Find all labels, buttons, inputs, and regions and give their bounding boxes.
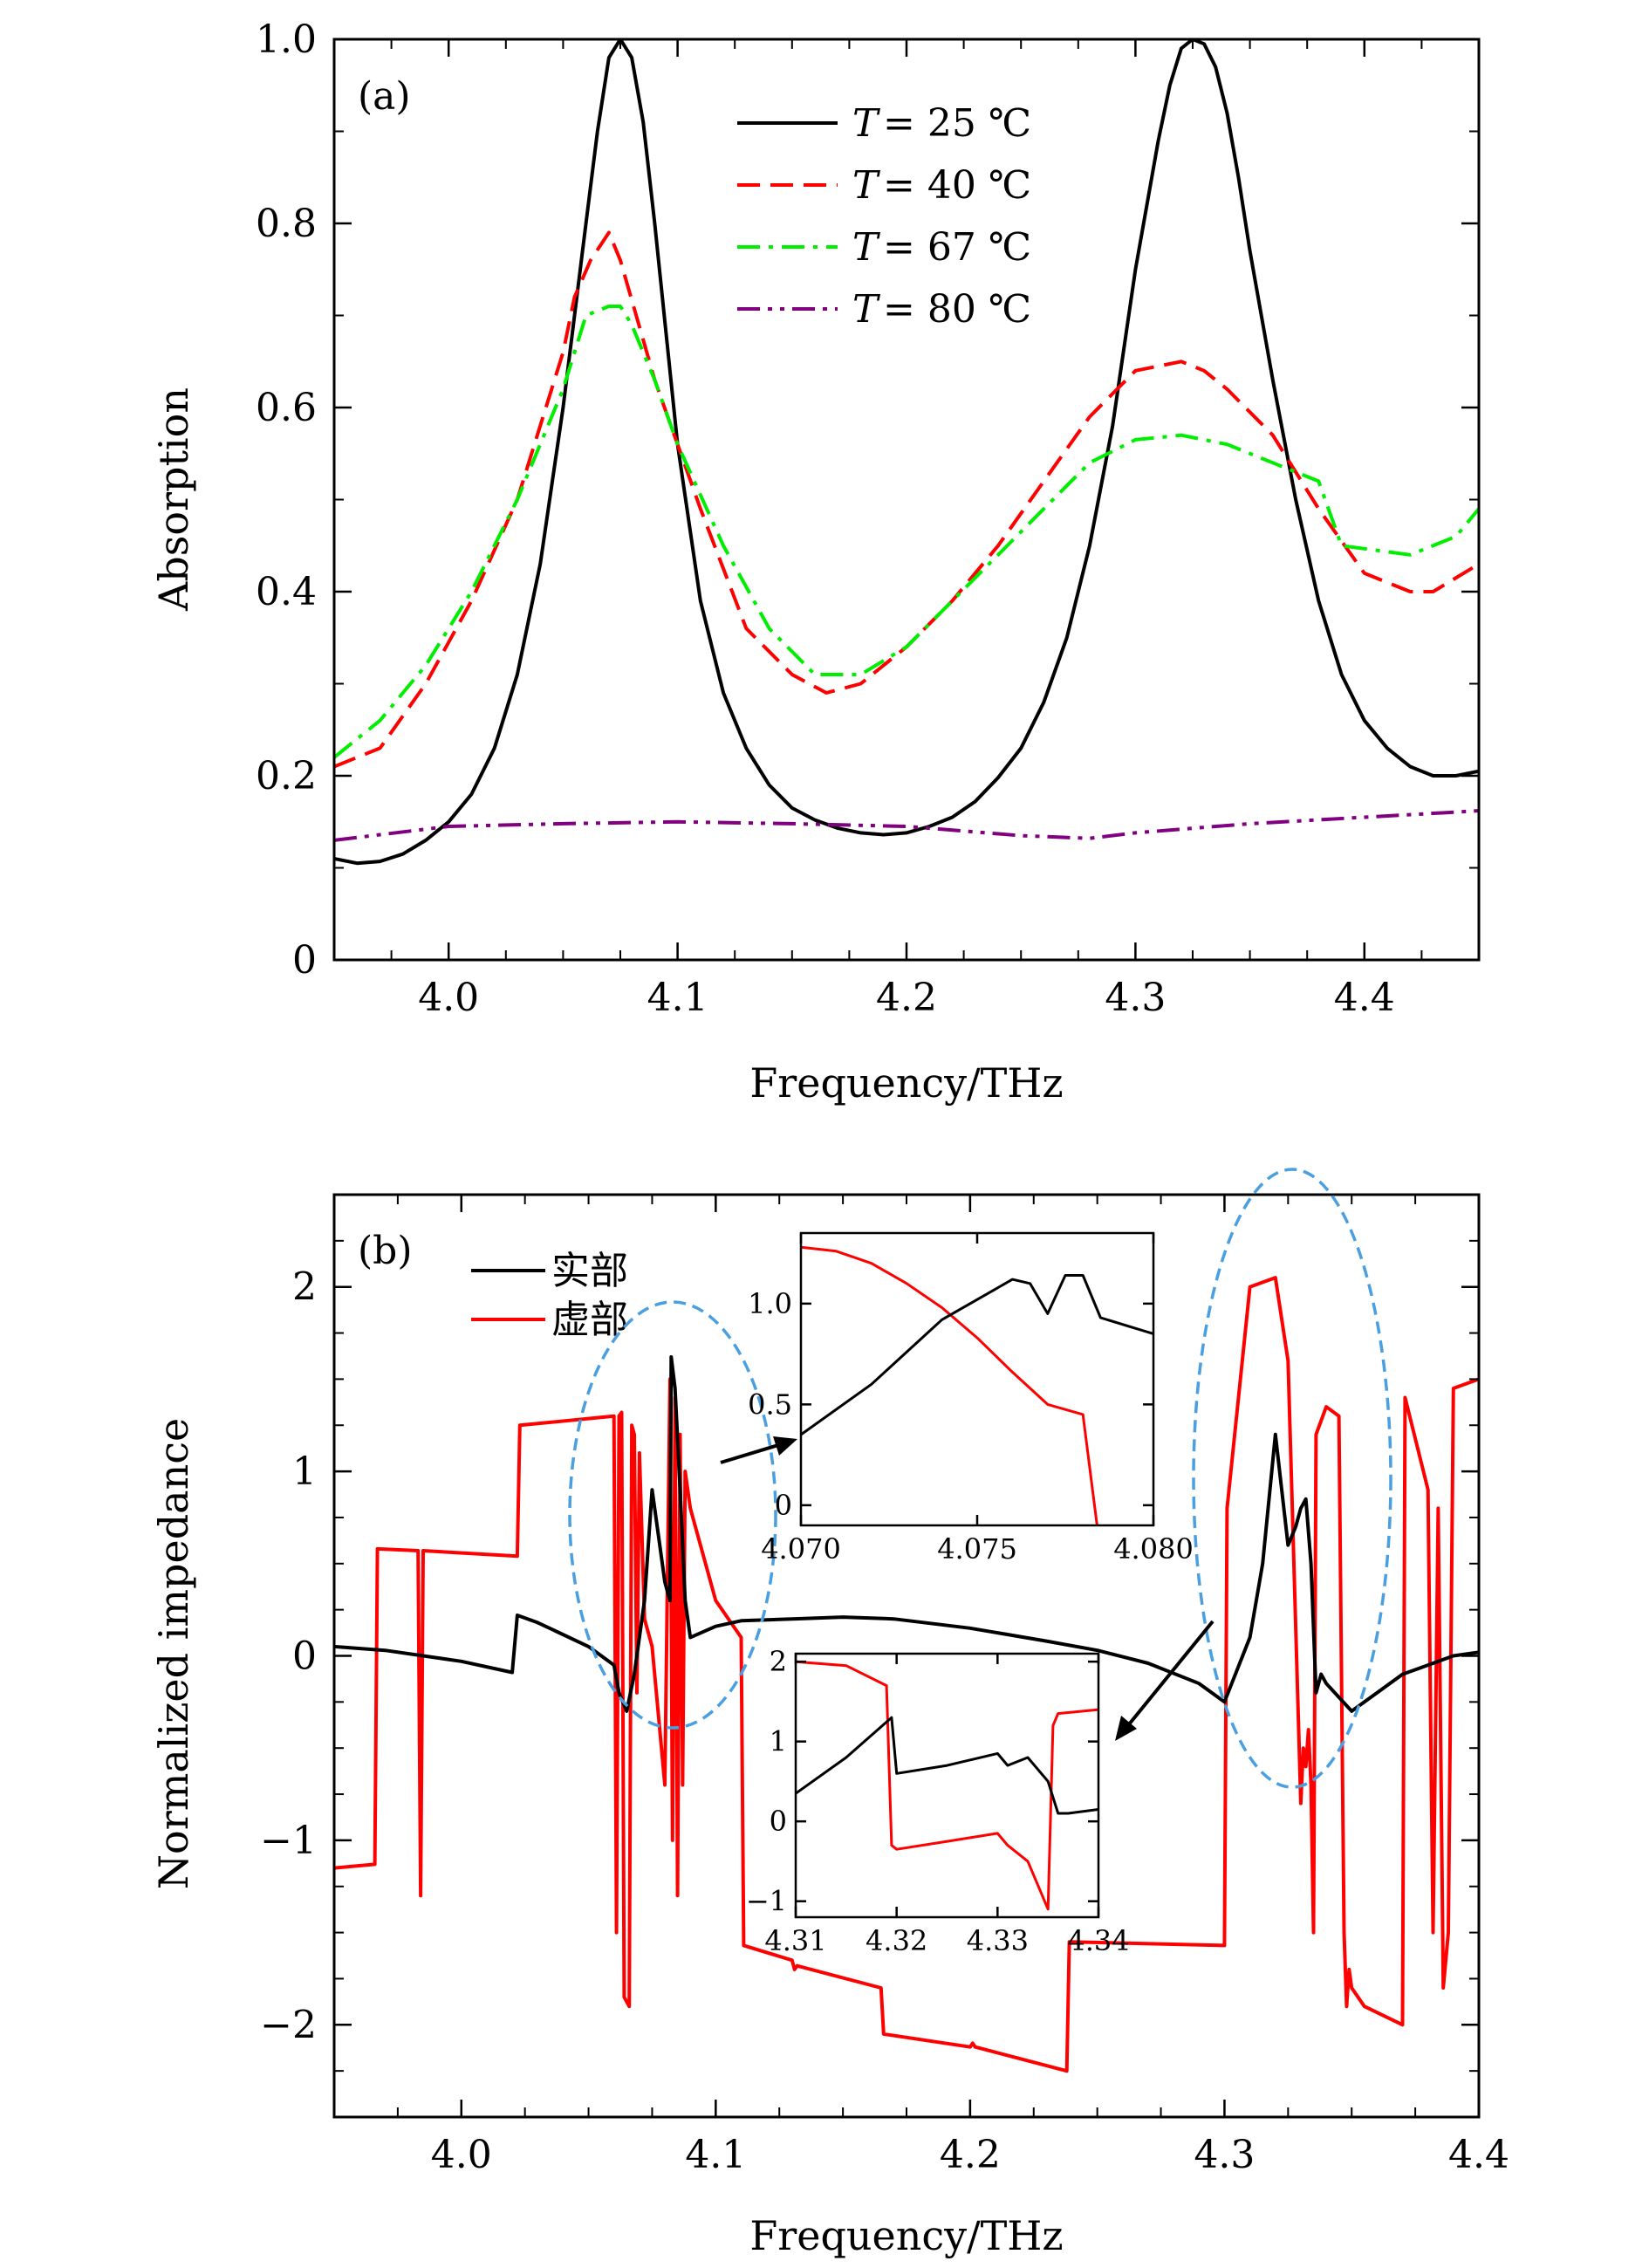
impedance-y-tick-label: 0	[292, 1634, 317, 1679]
absorption-x-tick-label: 4.2	[876, 976, 937, 1020]
inset2-series-real	[796, 1716, 1098, 1815]
inset1-x-tick-label: 4.070	[761, 1532, 841, 1566]
absorption-x-tick-label: 4.0	[418, 976, 479, 1020]
arrow-head-top	[773, 1436, 797, 1456]
inset2-x-tick-label: 4.34	[1067, 1924, 1129, 1957]
inset2-y-tick-label: 2	[770, 1645, 787, 1678]
arrow-to-inset-top	[720, 1443, 779, 1464]
impedance-y-tick-label: 1	[292, 1449, 317, 1494]
legend-label-var-1: T	[852, 163, 881, 208]
absorption-x-tick-label: 4.3	[1105, 976, 1166, 1020]
absorption-x-tick-label: 4.1	[647, 976, 708, 1020]
absorption-series-0	[334, 39, 1479, 866]
panel-label-b: (b)	[358, 1229, 413, 1273]
inset-zoom-4070-4080: 4.070 4.075 4.080 0 0.5 1.0	[748, 1231, 1194, 1566]
legend-label-var-3: T	[852, 287, 881, 332]
legend-label-0: = 25 ℃	[883, 101, 1031, 146]
inset1-x-tick-label: 4.075	[937, 1532, 1017, 1566]
absorption-series-3	[334, 809, 1479, 842]
inset2-y-tick-label: −1	[746, 1885, 787, 1918]
inset1-series-imag	[801, 1245, 1098, 1525]
impedance-x-axis-label: Frequency/THz	[749, 2212, 1063, 2259]
absorption-y-tick-label: 0.2	[256, 754, 317, 798]
absorption-y-tick-label: 0.8	[256, 202, 317, 246]
inset1-series-real	[801, 1274, 1153, 1436]
legend-label-var-2: T	[852, 225, 881, 270]
legend-label-1: = 40 ℃	[883, 163, 1031, 208]
legend-label-var-0: T	[852, 101, 881, 146]
impedance-x-tick-label: 4.2	[940, 2133, 1001, 2177]
absorption-y-axis-label: Absorption	[150, 387, 197, 612]
impedance-y-axis-label: Normalized impedance	[150, 1418, 197, 1889]
highlight-ellipse-right	[1192, 1168, 1392, 1789]
inset2-series-imag	[796, 1660, 1098, 1911]
impedance-x-tick-label: 4.1	[685, 2133, 746, 2177]
inset1-x-tick-label: 4.080	[1113, 1532, 1194, 1566]
impedance-x-tick-label: 4.0	[431, 2133, 492, 2177]
absorption-x-axis-label: Frequency/THz	[749, 1059, 1063, 1107]
inset2-x-tick-label: 4.32	[866, 1924, 927, 1957]
impedance-x-tick-label: 4.4	[1448, 2133, 1509, 2177]
inset1-y-tick-label: 0.5	[748, 1388, 792, 1421]
inset1-y-tick-label: 0	[775, 1489, 792, 1522]
impedance-y-tick-label: −2	[260, 2003, 317, 2047]
inset2-y-tick-label: 0	[770, 1805, 787, 1838]
inset2-x-tick-label: 4.31	[764, 1924, 826, 1957]
legend-label-2: = 67 ℃	[883, 225, 1031, 270]
legend-label-b-1: 虚部	[551, 1298, 628, 1342]
legend-label-3: = 80 ℃	[883, 287, 1031, 332]
impedance-series-real	[334, 1355, 1479, 1713]
absorption-x-tick-label: 4.4	[1334, 976, 1395, 1020]
impedance-y-tick-label: −1	[260, 1819, 317, 1863]
inset2-y-tick-label: 1	[770, 1725, 787, 1758]
impedance-chart: 4.0 4.1 4.2 4.3 4.4 −2 −1 0 1 2 (b) Frequency/THz…	[150, 1168, 1509, 2259]
legend-label-b-0: 实部	[551, 1249, 628, 1293]
inset-zoom-431-434: 4.31 4.32 4.33 4.34 −1 0 1 2	[746, 1645, 1130, 1957]
absorption-y-tick-label: 0.6	[256, 386, 317, 430]
absorption-series-2	[334, 305, 1479, 759]
absorption-series-1	[334, 230, 1479, 769]
absorption-y-tick-label: 1.0	[256, 17, 317, 62]
highlight-ellipse-left	[568, 1300, 777, 1730]
impedance-x-tick-label: 4.3	[1194, 2133, 1255, 2177]
absorption-y-tick-label: 0.4	[256, 570, 317, 614]
absorption-legend: T = 25 ℃T = 40 ℃T = 67 ℃T = 80 ℃	[737, 101, 1031, 332]
absorption-chart: 4.0 4.1 4.2 4.3 4.4 0 0.2 0.4 0.6 0.8 1.0 (a) Freq…	[150, 17, 1481, 1107]
inset2-x-tick-label: 4.33	[967, 1924, 1029, 1957]
arrow-to-inset-bottom	[1127, 1620, 1215, 1726]
panel-label-a: (a)	[358, 74, 411, 119]
impedance-series-imag	[334, 1276, 1479, 2073]
impedance-y-tick-label: 2	[292, 1265, 317, 1310]
inset1-y-tick-label: 1.0	[748, 1287, 792, 1320]
absorption-y-tick-label: 0	[292, 938, 317, 983]
arrow-head-bottom	[1115, 1716, 1137, 1741]
